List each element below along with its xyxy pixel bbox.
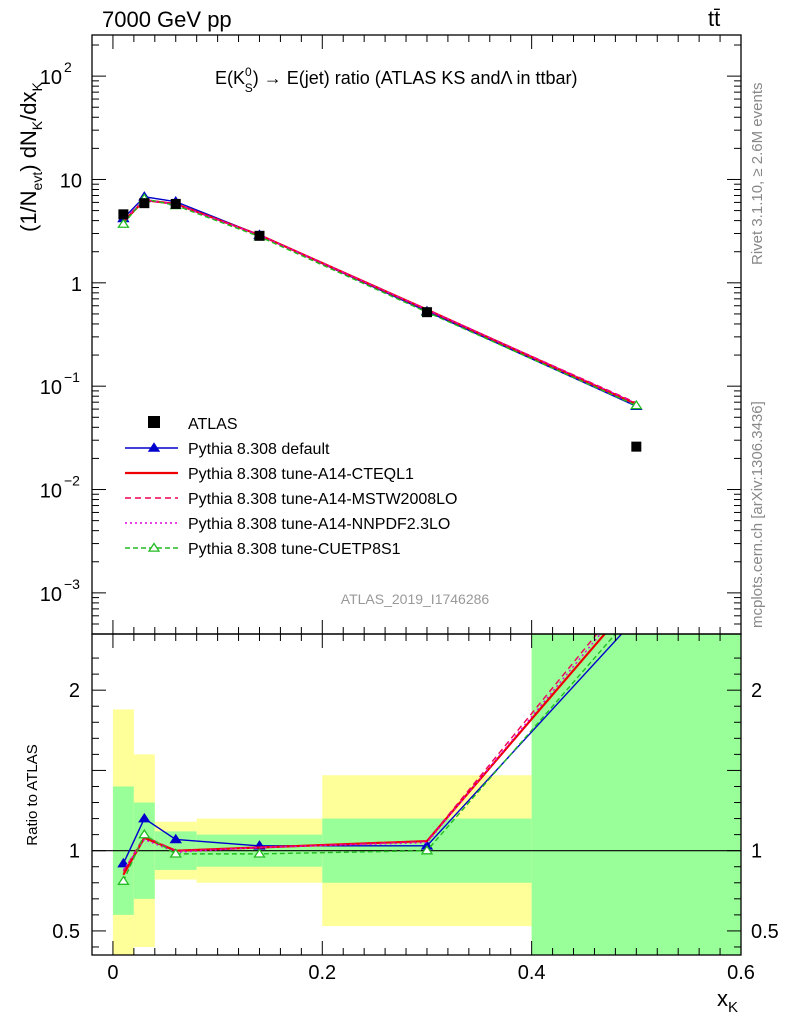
plot-title: E(K0 S) → E(jet) ratio (ATLAS KS andΛ in … — [215, 65, 578, 95]
energy-label: 7000 GeV pp — [102, 7, 232, 32]
y-axis-label: (1/Nevt) dNK/dxK — [16, 81, 45, 232]
rivet-label: Rivet 3.1.10, ≥ 2.6M events — [749, 83, 766, 266]
series-line-a14_nnpdf — [122, 199, 637, 405]
y-tick-exponent: −1 — [64, 369, 80, 385]
y-label-part: /dx — [16, 91, 41, 120]
ratio-point-default — [138, 812, 151, 823]
legend-marker-cuetp8s1 — [147, 542, 161, 552]
data-point-atlas — [170, 198, 181, 209]
ratio-tick-label: 0.5 — [52, 921, 80, 943]
legend-label-default: Pythia 8.308 default — [188, 441, 330, 458]
y-label-part: evt — [29, 172, 45, 191]
ratio-line-a14_nnpdf — [122, 634, 602, 871]
x-tick-label: 0 — [107, 962, 118, 984]
legend-marker-atlas — [148, 416, 160, 428]
y-tick-label: 10 — [40, 481, 62, 503]
legend: ATLAS Pythia 8.308 default Pythia 8.308 tu… — [125, 416, 457, 558]
ratio-panel-frame — [91, 633, 742, 956]
data-point-atlas — [139, 198, 150, 209]
legend-label-atlas: ATLAS — [188, 416, 238, 433]
x-tick-label: 0.6 — [727, 962, 755, 984]
data-point-atlas — [421, 307, 432, 318]
series-line-cuetp8s1 — [122, 198, 637, 407]
y-tick-label: 10 — [60, 170, 82, 192]
uncertainty-bands — [92, 634, 741, 955]
series-point-cuetp8s1 — [630, 399, 643, 410]
legend-label-cuetp8s1: Pythia 8.308 tune-CUETP8S1 — [188, 541, 401, 558]
ratio-point-cuetp8s1 — [631, 605, 641, 613]
process-label: tt̄ — [708, 6, 721, 31]
y-tick-label: 10 — [40, 67, 62, 89]
y-tick-label: 1 — [71, 274, 82, 296]
y-label-part: ) dN — [16, 130, 41, 172]
ratio-tick-label-right: 1 — [751, 841, 762, 863]
y-label-part: K — [29, 120, 45, 130]
x-label-part: K — [728, 999, 738, 1016]
ratio-line-cuetp8s1 — [122, 634, 617, 882]
legend-marker-default — [147, 442, 161, 452]
series-point-cuetp8s1 — [117, 218, 130, 228]
y-label-part: K — [29, 81, 45, 91]
x-label-part: x — [717, 986, 728, 1011]
title-part: S — [245, 81, 253, 95]
legend-label-a14_mstw: Pythia 8.308 tune-A14-MSTW2008LO — [188, 491, 457, 508]
series-line-a14_mstw — [122, 198, 637, 404]
y-tick-exponent: 2 — [64, 59, 72, 75]
data-point-atlas — [631, 441, 642, 452]
x-axis-label: xK — [717, 986, 738, 1016]
title-part: 0 — [245, 65, 252, 79]
ratio-point-cuetp8s1 — [117, 875, 130, 885]
series-line-default — [122, 196, 637, 407]
ratio-point-cuetp8s1 — [420, 844, 434, 855]
axis-ticks — [92, 35, 742, 955]
ratio-point-default — [117, 857, 130, 868]
main-series — [117, 191, 643, 452]
ratio-series — [117, 605, 641, 885]
ratio-point-cuetp8s1 — [253, 848, 266, 858]
data-point-atlas — [118, 209, 129, 220]
axes-frames — [91, 34, 742, 956]
ratio-tick-label: 2 — [69, 680, 80, 702]
series-line-a14_cteql1 — [122, 199, 637, 406]
ratio-point-default — [169, 833, 182, 844]
mcplots-label: mcplots.cern.ch [arXiv:1306.3436] — [749, 401, 766, 628]
y-tick-exponent: −2 — [64, 473, 80, 489]
y-label-part: (1/N — [16, 190, 41, 232]
ratio-line-default — [122, 634, 623, 864]
y-tick-label: 10 — [40, 584, 62, 606]
legend-label-a14_cteql1: Pythia 8.308 tune-A14-CTEQL1 — [188, 466, 414, 483]
analysis-watermark: ATLAS_2019_I1746286 — [341, 591, 490, 607]
ratio-tick-label-right: 2 — [751, 680, 762, 702]
ratio-point-cuetp8s1 — [169, 848, 182, 858]
y-tick-exponent: −3 — [64, 576, 80, 592]
ratio-point-default — [631, 613, 641, 621]
title-part: ) → E(jet) ratio (ATLAS KS andΛ in ttbar… — [253, 68, 578, 88]
data-point-atlas — [254, 230, 265, 241]
ratio-point-cuetp8s1 — [138, 828, 151, 839]
stat-uncertainty-band — [531, 634, 741, 955]
ratio-tick-label: 1 — [69, 841, 80, 863]
x-tick-label: 0.4 — [518, 962, 546, 984]
x-tick-label: 0.2 — [308, 962, 336, 984]
legend-label-a14_nnpdf: Pythia 8.308 tune-A14-NNPDF2.3LO — [188, 516, 450, 533]
ratio-tick-label-right: 0.5 — [751, 921, 779, 943]
ratio-axis-label: Ratio to ATLAS — [24, 744, 41, 845]
y-tick-label: 10 — [40, 377, 62, 399]
title-part: E(K — [215, 68, 245, 88]
